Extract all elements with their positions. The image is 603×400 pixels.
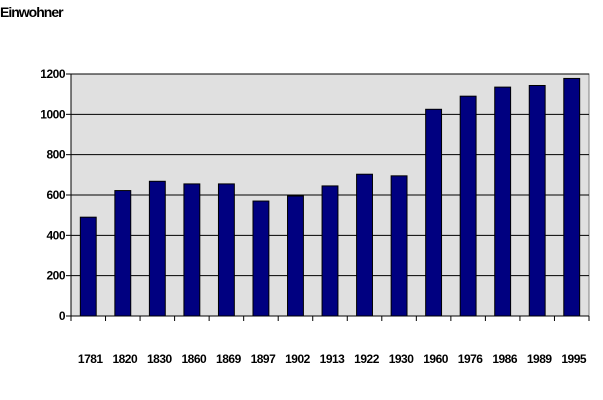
y-tick-label: 0 bbox=[59, 309, 66, 323]
bar-1869 bbox=[217, 183, 235, 317]
x-tick-label: 1860 bbox=[182, 352, 208, 366]
x-tick-label: 1960 bbox=[423, 352, 449, 366]
bar-1986 bbox=[494, 86, 512, 317]
bar-1913 bbox=[321, 185, 339, 317]
x-tick-label: 1922 bbox=[354, 352, 380, 366]
bar-1930 bbox=[390, 175, 408, 317]
x-tick-label: 1902 bbox=[285, 352, 311, 366]
bar-1781 bbox=[79, 216, 97, 317]
y-tick-label: 400 bbox=[46, 228, 65, 242]
x-tick-label: 1976 bbox=[458, 352, 484, 366]
x-tick-label: 1913 bbox=[320, 352, 346, 366]
bar-1902 bbox=[287, 195, 304, 317]
y-tick-label: 800 bbox=[46, 148, 65, 162]
bars bbox=[79, 77, 581, 317]
bar-1995 bbox=[563, 77, 581, 317]
bar-1989 bbox=[528, 84, 546, 317]
bar-1922 bbox=[356, 173, 373, 317]
y-tick-label: 1200 bbox=[40, 67, 66, 81]
bar-1860 bbox=[183, 183, 201, 317]
x-tick-label: 1989 bbox=[527, 352, 553, 366]
bar-1830 bbox=[148, 180, 166, 317]
x-tick-labels: 1781 1820 1830 1860 1869 1897 1902 1913 1922 1930… bbox=[78, 352, 587, 366]
x-tick-label: 1820 bbox=[112, 352, 138, 366]
axes bbox=[70, 74, 590, 321]
y-tick-labels: 0 200 400 600 800 1000 1200 bbox=[40, 67, 66, 323]
x-tick-label: 1830 bbox=[147, 352, 173, 366]
y-axis-title: Einwohner bbox=[0, 4, 64, 20]
x-tick-label: 1995 bbox=[561, 352, 587, 366]
bar-1897 bbox=[252, 200, 270, 317]
bar-1820 bbox=[114, 190, 132, 317]
y-tick-label: 600 bbox=[46, 188, 65, 202]
bar-1976 bbox=[459, 95, 477, 317]
bar-1960 bbox=[425, 108, 443, 317]
x-tick-label: 1869 bbox=[216, 352, 242, 366]
y-tick-label: 1000 bbox=[40, 107, 66, 121]
x-tick-label: 1897 bbox=[251, 352, 277, 366]
x-tick-label: 1781 bbox=[78, 352, 104, 366]
x-tick-label: 1986 bbox=[492, 352, 518, 366]
y-tick-label: 200 bbox=[46, 269, 65, 283]
x-tick-label: 1930 bbox=[389, 352, 415, 366]
